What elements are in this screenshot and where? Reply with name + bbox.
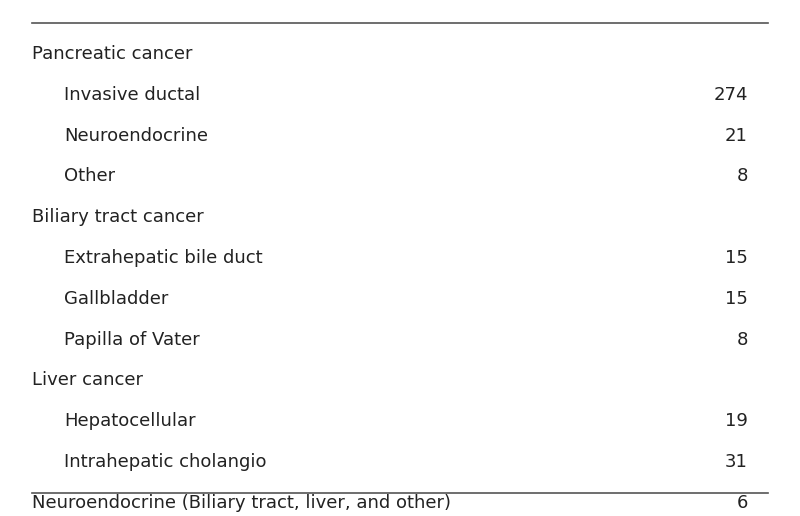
Text: Liver cancer: Liver cancer xyxy=(32,372,143,389)
Text: Gallbladder: Gallbladder xyxy=(64,290,168,308)
Text: Papilla of Vater: Papilla of Vater xyxy=(64,331,200,348)
Text: Neuroendocrine (Biliary tract, liver, and other): Neuroendocrine (Biliary tract, liver, an… xyxy=(32,494,451,511)
Text: 274: 274 xyxy=(714,86,748,104)
Text: Hepatocellular: Hepatocellular xyxy=(64,412,196,430)
Text: 19: 19 xyxy=(725,412,748,430)
Text: 21: 21 xyxy=(725,127,748,144)
Text: 6: 6 xyxy=(737,494,748,511)
Text: 8: 8 xyxy=(737,168,748,185)
Text: 15: 15 xyxy=(725,290,748,308)
Text: Intrahepatic cholangio: Intrahepatic cholangio xyxy=(64,453,266,471)
Text: 15: 15 xyxy=(725,249,748,267)
Text: Pancreatic cancer: Pancreatic cancer xyxy=(32,45,193,63)
Text: Extrahepatic bile duct: Extrahepatic bile duct xyxy=(64,249,262,267)
Text: Biliary tract cancer: Biliary tract cancer xyxy=(32,208,204,226)
Text: Neuroendocrine: Neuroendocrine xyxy=(64,127,208,144)
Text: Invasive ductal: Invasive ductal xyxy=(64,86,200,104)
Text: Other: Other xyxy=(64,168,115,185)
Text: 31: 31 xyxy=(725,453,748,471)
Text: 8: 8 xyxy=(737,331,748,348)
